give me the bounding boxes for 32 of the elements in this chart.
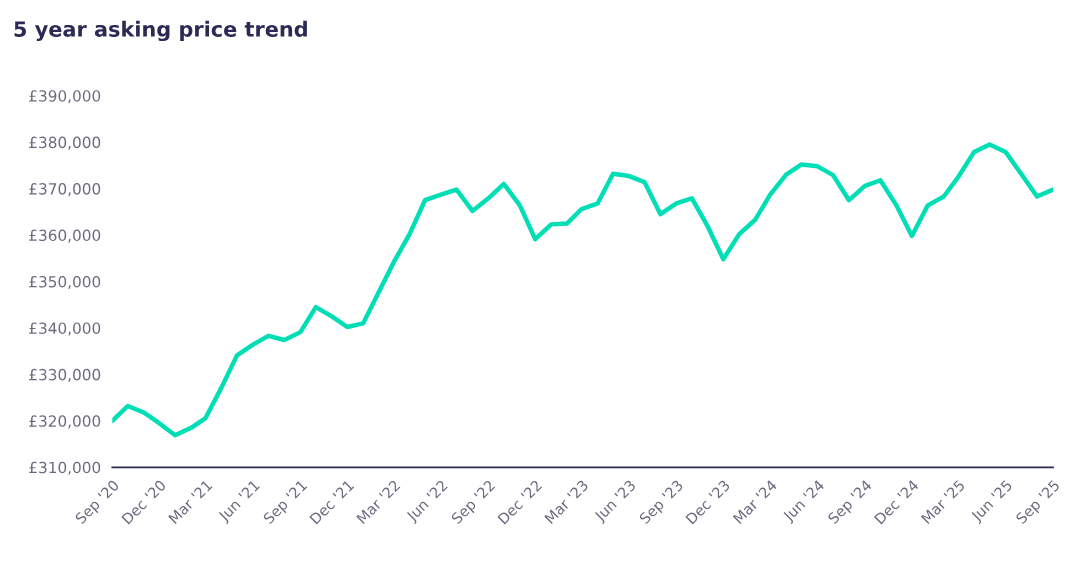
- x-tick-label: Dec '24: [873, 479, 920, 525]
- y-tick-label: £370,000: [29, 183, 101, 197]
- y-tick-label: £340,000: [29, 322, 101, 336]
- x-tick-label: Sep '20: [74, 479, 122, 527]
- y-tick-label: £350,000: [29, 275, 101, 290]
- y-tick-label: £310,000: [29, 461, 101, 475]
- x-tick-label: Sep '21: [262, 479, 310, 527]
- x-tick-label: Sep '24: [827, 479, 875, 527]
- x-tick-label: Jun '25: [969, 479, 1015, 525]
- y-tick-label: £330,000: [29, 368, 101, 382]
- x-tick-label: Mar '24: [732, 479, 778, 525]
- y-tick-label: £320,000: [29, 415, 101, 429]
- x-tick-label: Jun '22: [405, 479, 450, 525]
- x-tick-label: Sep '23: [638, 479, 686, 527]
- x-tick-label: Jun '24: [781, 479, 827, 525]
- x-tick-label: Mar '22: [356, 479, 401, 525]
- y-tick-label: £390,000: [29, 90, 101, 104]
- chart-title: 5 year asking price trend: [14, 20, 307, 42]
- x-tick-label: Sep '25: [1015, 479, 1063, 527]
- x-tick-label: Dec '20: [121, 479, 167, 525]
- x-tick-label: Dec '22: [497, 479, 543, 525]
- x-tick-label: Dec '23: [685, 479, 731, 525]
- x-tick-label: Sep '22: [450, 479, 498, 527]
- line-series: [112, 142, 1053, 438]
- x-tick-label: Mar '23: [544, 479, 589, 525]
- x-tick-label: Dec '21: [309, 479, 355, 525]
- y-tick-label: £380,000: [29, 136, 101, 150]
- y-tick-label: £360,000: [29, 229, 101, 243]
- x-tick-label: Mar '25: [920, 479, 966, 525]
- x-tick-label: Jun '21: [217, 479, 262, 525]
- x-tick-label: Jun '23: [593, 479, 639, 525]
- x-tick-label: Mar '21: [168, 479, 213, 525]
